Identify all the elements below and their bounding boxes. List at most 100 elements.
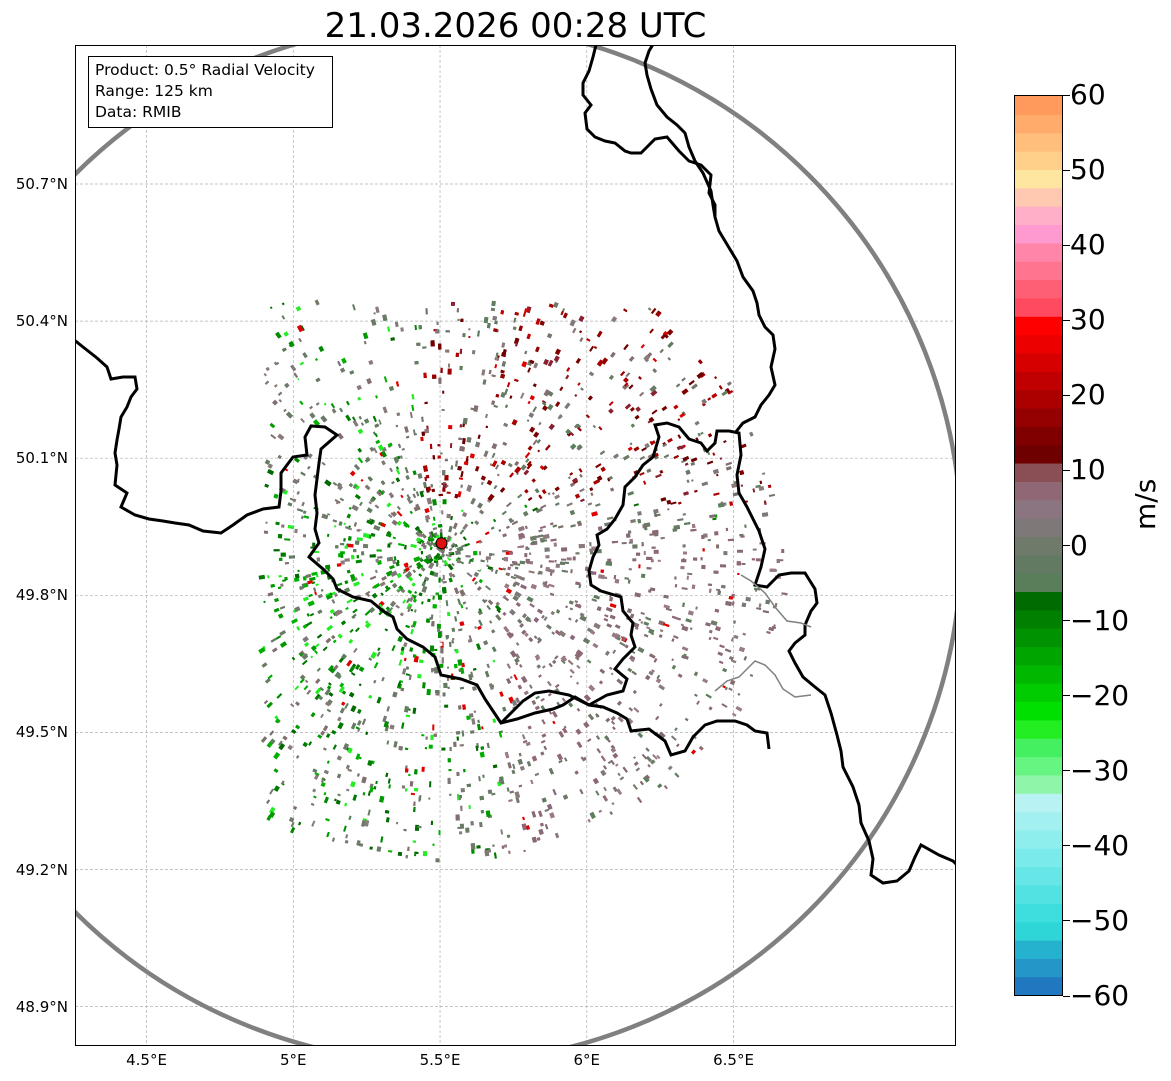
lon-tick-label: 5°E [280, 1051, 307, 1069]
colorbar-segment [1015, 206, 1062, 226]
colorbar-tick [1063, 319, 1070, 321]
info-product: Product: 0.5° Radial Velocity [95, 61, 315, 79]
colorbar-tick [1063, 845, 1070, 847]
colorbar-segment [1015, 829, 1062, 849]
colorbar-segment [1015, 554, 1062, 574]
map-frame [75, 45, 956, 1046]
colorbar-segment [1015, 903, 1062, 923]
colorbar-segment [1015, 664, 1062, 684]
colorbar-segment [1015, 958, 1062, 978]
lon-tick-label: 6.5°E [713, 1051, 754, 1069]
colorbar-segment [1015, 389, 1062, 409]
lat-tick-label: 49.8°N [15, 586, 68, 605]
colorbar-tick-label: −60 [1070, 979, 1130, 1012]
colorbar-segment [1015, 609, 1062, 629]
lon-tick-label: 6°E [573, 1051, 601, 1069]
border-belgium-france-west [75, 338, 771, 757]
colorbar-tick-label: 0 [1070, 528, 1088, 562]
radar-map [75, 45, 956, 1046]
info-range: Range: 125 km [95, 82, 213, 100]
lon-tick-label: 4.5°E [126, 1051, 167, 1069]
map-title: 21.03.2026 00:28 UTC [324, 6, 707, 46]
colorbar-tick [1063, 244, 1070, 246]
border-luxembourg-interior [740, 574, 812, 628]
colorbar-segment [1015, 683, 1062, 703]
lat-tick-label: 50.7°N [15, 175, 68, 193]
colorbar-segment [1015, 334, 1062, 354]
colorbar-segment [1015, 242, 1062, 262]
colorbar-tick-label: −40 [1070, 828, 1130, 862]
colorbar-tick [1063, 394, 1070, 396]
colorbar-tick [1063, 469, 1070, 471]
colorbar-segment [1015, 646, 1062, 666]
border-belgium-luxembourg [499, 689, 590, 725]
colorbar-segment [1015, 151, 1062, 170]
colorbar-segment [1015, 407, 1062, 427]
colorbar-segment [1015, 573, 1062, 592]
lon-tick-label: 5.5°E [419, 1051, 461, 1069]
colorbar-segment [1015, 884, 1062, 904]
colorbar [1014, 95, 1063, 996]
colorbar-tick [1063, 545, 1070, 546]
colorbar-tick-label: −20 [1070, 678, 1130, 712]
colorbar-segment [1015, 352, 1062, 372]
colorbar-segment [1015, 738, 1062, 758]
border-germany-belgium [715, 215, 775, 327]
radar-site-marker [435, 537, 448, 550]
colorbar-segment [1015, 297, 1062, 317]
colorbar-segment [1015, 114, 1062, 134]
colorbar-segment [1015, 462, 1062, 482]
colorbar-segment [1015, 866, 1062, 886]
colorbar-segment [1015, 187, 1062, 207]
colorbar-tick-label: 20 [1070, 378, 1106, 412]
colorbar-segment [1015, 224, 1062, 244]
colorbar-tick [1063, 695, 1070, 697]
colorbar-segment [1015, 426, 1062, 446]
colorbar-segment [1015, 774, 1062, 794]
colorbar-tick [1063, 770, 1070, 772]
colorbar-segment [1015, 481, 1062, 501]
radar-location-dot [435, 537, 448, 550]
colorbar-tick-label: −50 [1070, 903, 1130, 937]
colorbar-segment [1015, 811, 1062, 831]
colorbar-tick-label: 60 [1070, 78, 1106, 111]
colorbar-segment [1015, 848, 1062, 868]
colorbar-segment [1015, 793, 1062, 813]
colorbar-segment [1015, 371, 1062, 391]
range-ring [75, 45, 956, 1046]
colorbar-segment [1015, 517, 1062, 537]
border-luxembourg [587, 421, 956, 885]
lat-tick-label: 48.9°N [15, 997, 68, 1016]
colorbar-segment [1015, 536, 1062, 556]
border-netherlands [581, 45, 717, 217]
colorbar-segment [1015, 261, 1062, 281]
border-germany-north [643, 45, 777, 434]
colorbar-segment [1015, 279, 1062, 299]
colorbar-segment [1015, 921, 1062, 941]
info-data: Data: RMIB [95, 103, 182, 121]
colorbar-segment [1015, 499, 1062, 519]
velocity-echoes [258, 299, 788, 863]
colorbar-segment [1015, 591, 1062, 611]
country-borders [75, 45, 956, 885]
colorbar-tick-label: 30 [1070, 303, 1106, 337]
info-box: Product: 0.5° Radial Velocity Range: 125… [88, 56, 333, 128]
lat-tick-label: 50.4°N [15, 312, 68, 331]
lat-tick-label: 49.5°N [15, 723, 68, 742]
lat-tick-label: 49.2°N [15, 860, 68, 879]
colorbar-tick [1063, 620, 1070, 622]
colorbar-segment [1015, 756, 1062, 776]
colorbar-segment [1015, 169, 1062, 189]
lat-tick-label: 50.1°N [15, 449, 68, 468]
colorbar-tick-label: 50 [1070, 153, 1106, 187]
colorbar-tick-label: 40 [1070, 228, 1106, 262]
border-region-grey [714, 660, 812, 698]
colorbar-tick-label: 10 [1070, 453, 1106, 487]
colorbar-unit: m/s [1129, 478, 1162, 530]
colorbar-segment [1015, 976, 1062, 995]
colorbar-tick-label: −10 [1070, 603, 1130, 637]
colorbar-segment [1015, 719, 1062, 739]
colorbar-tick [1063, 94, 1070, 96]
colorbar-tick [1063, 169, 1070, 171]
colorbar-segment [1015, 628, 1062, 648]
